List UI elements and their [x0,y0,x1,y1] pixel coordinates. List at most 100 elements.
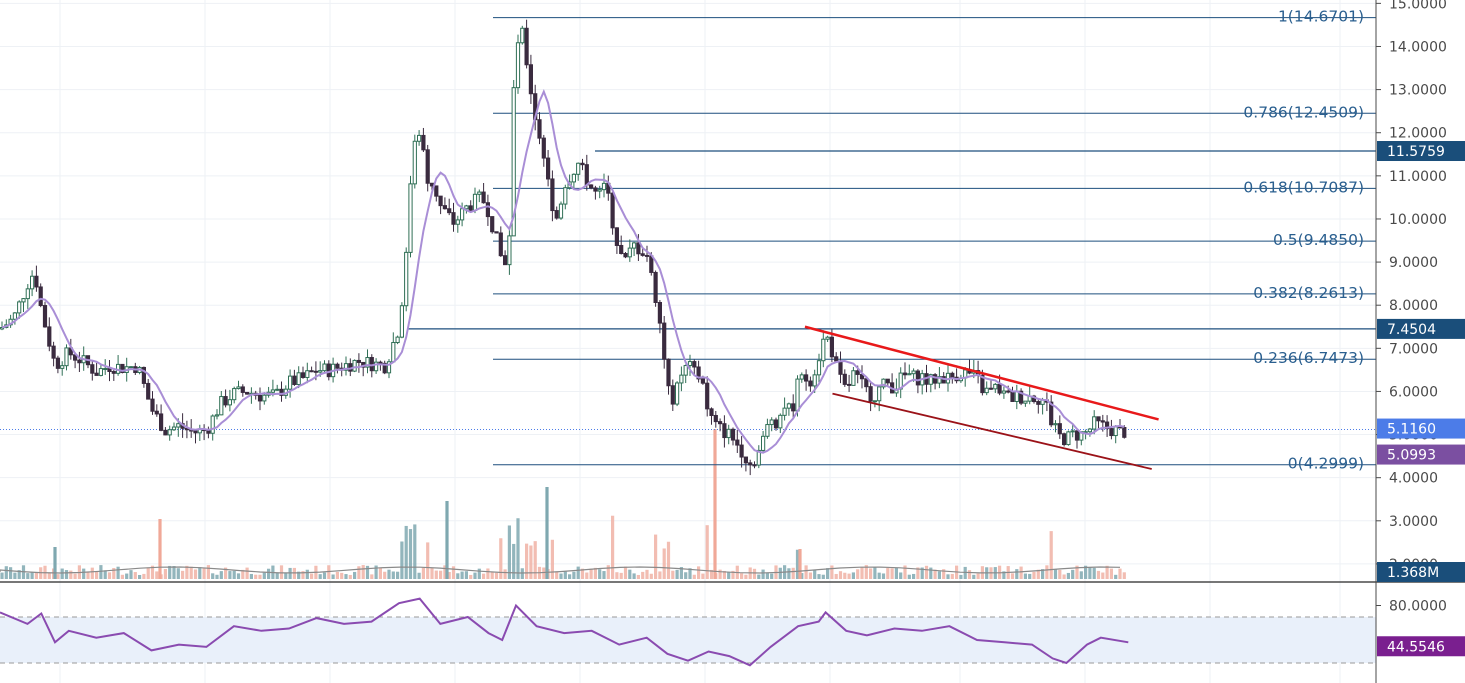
volume-bar [494,572,499,579]
volume-bar [64,570,69,579]
candle-body [632,242,637,249]
volume-bar [959,574,963,579]
volume-bar [365,565,370,579]
candle-body [206,430,211,434]
rsi-band-fill [0,617,1376,663]
volume-bar [830,565,834,579]
candle-body [111,370,116,374]
candle-body [107,368,112,372]
volume-bar [421,567,425,579]
volume-bar [1096,570,1101,579]
candle-body [507,235,512,266]
volume-bar [503,569,507,579]
volume-spike [798,549,802,579]
horizontal-lines[interactable] [0,150,1376,431]
last-price-badge: 5.1160 [1387,422,1436,438]
candle-body [730,428,736,441]
volume-bar [1028,573,1032,579]
candle-body [769,419,774,426]
volume-spike [53,547,57,579]
candle-body [38,286,43,307]
volume-bar [632,573,636,579]
volume-bar [90,567,94,579]
candle-body [120,363,125,373]
volume-bar [817,574,821,579]
candle-body [726,428,731,439]
volume-bar [9,567,13,579]
candle-body [240,386,245,393]
volume-bar [1118,568,1122,579]
volume-bar [47,572,51,579]
volume-bar [228,571,232,579]
candle-body [748,462,753,466]
volume-bar [1023,573,1027,579]
candle-body [1113,426,1118,437]
fib-level-label: 0(4.2999) [1288,455,1364,473]
candle-body [511,87,516,237]
volume-bar [374,565,378,579]
volume-bar [937,571,941,579]
volume-bar [1109,568,1113,579]
volume-bar [709,569,714,579]
volume-bar [176,568,180,579]
volume-bar [967,570,972,579]
volume-bar [619,572,623,579]
last-price-badge-bg [1377,418,1465,439]
candle-body [356,359,361,363]
candle-body [1001,390,1006,394]
volume-bar [1010,573,1015,579]
candle-body [1010,391,1015,402]
candle-body [546,157,551,180]
candle-body [997,383,1002,394]
volume-bar [56,574,60,579]
candle-body [687,361,693,367]
candle-body [374,361,379,372]
volume-bar [1036,569,1040,579]
candle-body [94,372,99,376]
volume-bar [924,565,929,579]
candle-body [743,456,748,464]
candle-body [950,372,955,378]
candle-body [223,396,228,406]
candle-body [154,410,159,415]
volume-bar [168,565,172,579]
volume-bar [907,574,911,579]
volume-bar [267,568,271,579]
volume-bar [275,572,279,579]
candle-body [232,388,237,401]
volume-bar [890,568,894,579]
volume-bar [795,549,800,579]
volume-bar [946,574,950,579]
volume-bar [916,567,920,579]
candle-body [537,119,542,139]
price-tick-label: 8.0000 [1389,298,1438,314]
volume-bar [847,573,851,579]
volume-bar [873,567,877,579]
volume-bar [912,573,916,579]
candle-body [829,336,834,358]
volume-bar [580,568,585,579]
volume-bar [563,571,567,579]
volume-bar [933,569,937,579]
candle-body [804,374,809,382]
candle-body [786,403,791,409]
candle-body [644,254,650,257]
candle-body [1092,416,1097,430]
candle-body [580,162,585,166]
volume-bar [555,571,559,579]
trendlines[interactable] [804,325,1159,470]
candle-body [1036,401,1041,405]
candle-body [77,359,82,364]
candle-body [816,360,822,376]
volume-bar [826,568,830,579]
fib-retracement[interactable]: 1(14.6701) 0.786(12.4509) 0.618(10.7087) 0.… [493,8,1376,473]
volume-bar [950,573,954,579]
volume-bar [408,529,413,579]
volume-bar [133,572,137,579]
volume-bar [615,572,619,579]
candle-body [292,375,297,385]
candle-body [60,365,65,369]
candle-body [623,252,628,258]
candle-body [881,378,886,388]
